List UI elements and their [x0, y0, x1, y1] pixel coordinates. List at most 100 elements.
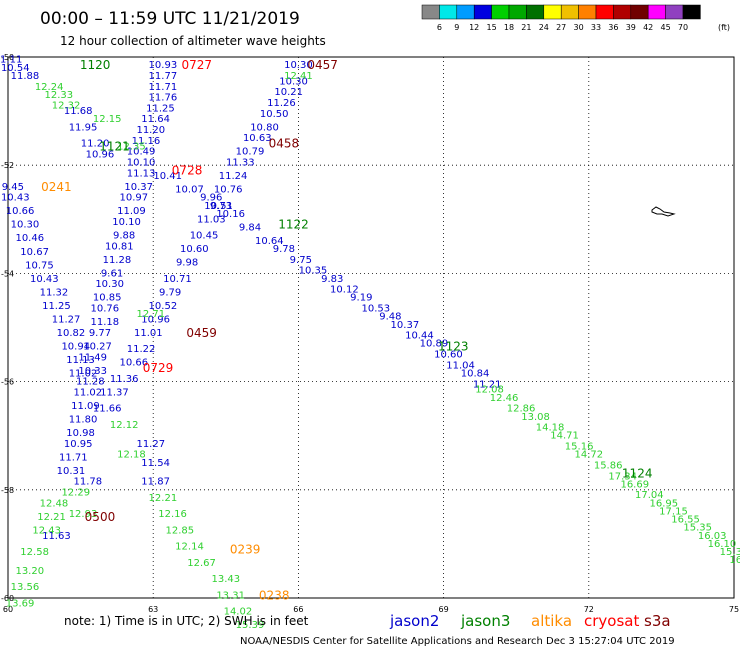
- wave-height-label: 11.77: [149, 71, 178, 82]
- wave-height-label: 12.71: [136, 309, 165, 320]
- pass-time-label: 0729: [143, 361, 174, 375]
- wave-height-label: 10.80: [250, 122, 279, 133]
- wave-height-label: 11.71: [59, 452, 88, 463]
- pass-time-label: 0457: [307, 58, 338, 72]
- wave-height-label: 12.33: [44, 90, 73, 101]
- wave-height-label: 10.50: [260, 109, 289, 120]
- wave-height-label: 9.96: [200, 193, 222, 204]
- wave-height-label: 10.71: [163, 274, 192, 285]
- colorbar-swatch: [439, 4, 458, 20]
- colorbar-swatch: [508, 4, 527, 20]
- wave-height-label: 12.86: [507, 404, 536, 415]
- wave-height-label: 9.19: [350, 293, 372, 304]
- wave-height-label: 10.07: [175, 185, 204, 196]
- colorbar-label: 15: [487, 23, 497, 32]
- wave-height-label: 9.79: [159, 287, 181, 298]
- wave-height-label: 12.41: [284, 71, 313, 82]
- wave-height-label: 11.78: [74, 477, 103, 488]
- wave-height-label: 15.86: [594, 460, 623, 471]
- wave-height-label: 10.94: [61, 341, 90, 352]
- wave-height-label: 10.93: [149, 60, 178, 71]
- wave-height-label: 11.88: [11, 71, 40, 82]
- colorbar-swatch: [613, 4, 632, 20]
- colorbar-swatch: [665, 4, 684, 20]
- pass-time-label: 1122: [278, 218, 309, 232]
- wave-height-label: 11.13: [66, 355, 95, 366]
- wave-height-label: 11.09: [71, 401, 100, 412]
- wave-height-label: 11.87: [141, 477, 170, 488]
- wave-height-label: 12.21: [149, 493, 178, 504]
- pass-time-label: 0459: [186, 326, 217, 340]
- wave-height-label: 12.14: [175, 542, 204, 553]
- wave-height-label: 12.43: [32, 525, 61, 536]
- wave-height-label: 15.35: [683, 523, 712, 534]
- wave-height-label: 10.49: [127, 147, 156, 158]
- wave-height-label: 11.76: [149, 93, 178, 104]
- wave-height-label: 10.75: [25, 260, 54, 271]
- wave-height-label: 10.30: [11, 220, 40, 231]
- wave-height-label: 10.95: [64, 439, 93, 450]
- wave-height-label: 11.22: [127, 344, 156, 355]
- wave-height-label: 11.16: [132, 136, 161, 147]
- wave-height-label: 10.64: [255, 236, 284, 247]
- colorbar-swatch: [560, 4, 579, 20]
- x-tick-label: 66: [293, 605, 303, 614]
- wave-height-label: 12.85: [165, 525, 194, 536]
- wave-height-label: 12.93: [69, 509, 98, 520]
- colorbar-swatch: [595, 4, 614, 20]
- wave-height-label: 9.75: [290, 255, 312, 266]
- colorbar-label: 39: [626, 23, 636, 32]
- colorbar-label: 70: [678, 23, 688, 32]
- wave-height-label: 16.55: [671, 515, 700, 526]
- wave-height-label: 10.37: [124, 182, 153, 193]
- colorbar-swatch: [526, 4, 545, 20]
- wave-height-label: 13.31: [216, 590, 245, 601]
- wave-height-label: 11.24: [219, 171, 248, 182]
- colorbar-label: 9: [454, 23, 459, 32]
- chart-title: 00:00 – 11:59 UTC 11/21/2019: [40, 9, 300, 29]
- colorbar-swatch: [630, 4, 649, 20]
- wave-height-label: 11.20: [136, 125, 165, 136]
- colorbar-label: 27: [556, 23, 566, 32]
- wave-height-label: 12.24: [35, 82, 64, 93]
- wave-height-label: 10.41: [153, 171, 182, 182]
- wave-height-label: 11.64: [141, 114, 170, 125]
- colorbar-swatch: [473, 4, 492, 20]
- wave-height-label: 12.16: [158, 509, 187, 520]
- wave-height-label: 13.56: [11, 582, 40, 593]
- pass-time-label: 0727: [181, 58, 212, 72]
- y-tick-label: -56: [1, 378, 14, 387]
- wave-height-label: 12.48: [40, 498, 69, 509]
- pass-time-label: 0239: [230, 542, 261, 556]
- wave-height-points: 11.1110.5411.8811.6811.9511.2010.9610.41…: [0, 55, 740, 631]
- satellite-legend: jason2 jason3 altika cryosat s3a: [389, 612, 671, 630]
- pass-time-label: 0728: [172, 164, 203, 178]
- wave-height-label: 10.97: [120, 193, 149, 204]
- wave-height-label: 10.33: [78, 366, 107, 377]
- wave-height-label: 12.12: [110, 420, 139, 431]
- wave-height-label: 16.10: [708, 539, 737, 550]
- x-tick-label: 63: [148, 605, 158, 614]
- legend-jason2: jason2: [389, 612, 439, 630]
- wave-height-label: 11.09: [117, 206, 146, 217]
- wave-height-label: 12.58: [20, 547, 49, 558]
- wave-height-label: 10.60: [434, 350, 463, 361]
- pass-time-label: 0458: [269, 137, 300, 151]
- wave-height-label: 16.95: [649, 498, 678, 509]
- y-tick-label: -58: [1, 486, 14, 495]
- wave-height-label: 10.66: [120, 358, 149, 369]
- wave-height-label: 10.35: [299, 266, 328, 277]
- wave-height-label: 11.02: [69, 368, 98, 379]
- wave-height-label: 14.02: [224, 607, 253, 618]
- wave-height-label: 11.32: [40, 287, 69, 298]
- wave-height-label: 11.80: [69, 414, 98, 425]
- colorbar-legend: 6 9 12 15 18 21 24 27 30 33 36 39 42 45 70 (ft): [421, 4, 730, 32]
- wave-height-label: 10.45: [190, 231, 219, 242]
- wave-height-label: 10.82: [57, 328, 86, 339]
- wave-height-label: 12.29: [61, 488, 90, 499]
- wave-height-label: 10.27: [83, 341, 112, 352]
- wave-height-label: 11.37: [100, 387, 129, 398]
- wave-height-label: 11.04: [446, 360, 475, 371]
- wave-height-label: 10.52: [149, 301, 178, 312]
- wave-height-label: 9.77: [89, 328, 111, 339]
